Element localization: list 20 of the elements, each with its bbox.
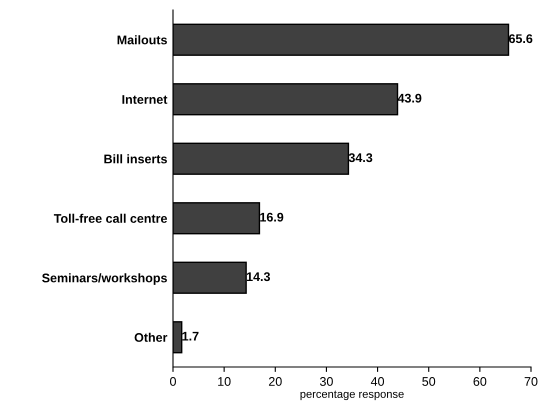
x-tick-label: 70 xyxy=(524,377,538,386)
data-label: 43.9 xyxy=(398,94,422,103)
data-label: 65.6 xyxy=(508,34,532,44)
data-label: 1.7 xyxy=(182,332,199,340)
y-tick-label: Seminars/workshops xyxy=(42,273,167,285)
x-tick-label: 30 xyxy=(320,377,333,386)
x-tick-label: 60 xyxy=(474,377,486,386)
x-tick-label: 20 xyxy=(268,377,282,386)
y-tick-label: Other xyxy=(134,332,168,342)
x-tick-label: 50 xyxy=(422,377,436,386)
x-tick-label: 0 xyxy=(170,377,176,386)
y-tick-label: Internet xyxy=(122,95,168,104)
x-axis-title: percentage response xyxy=(300,390,404,400)
x-tick-label: 10 xyxy=(218,377,231,386)
y-tick-label: Mailouts xyxy=(118,35,167,44)
data-label: 34.3 xyxy=(348,153,372,162)
data-label: 16.9 xyxy=(260,212,284,222)
x-tick-label: 40 xyxy=(370,377,384,386)
y-tick-label: Toll-free call centre xyxy=(54,214,168,223)
y-tick-label: Bill inserts xyxy=(104,154,167,164)
